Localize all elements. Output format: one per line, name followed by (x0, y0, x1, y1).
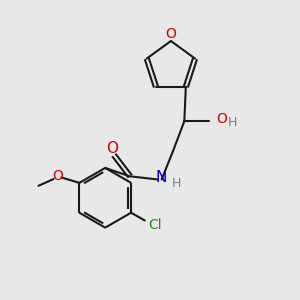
Text: O: O (217, 112, 227, 126)
Text: N: N (156, 170, 167, 185)
Text: O: O (106, 141, 119, 156)
Text: O: O (165, 27, 176, 41)
Text: H: H (171, 177, 181, 190)
Text: O: O (52, 169, 63, 183)
Text: Cl: Cl (148, 218, 162, 232)
Text: H: H (228, 116, 237, 129)
